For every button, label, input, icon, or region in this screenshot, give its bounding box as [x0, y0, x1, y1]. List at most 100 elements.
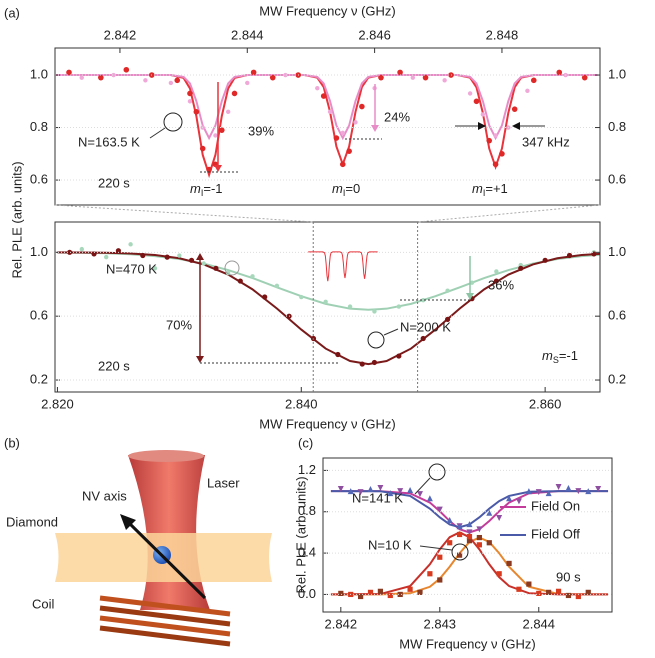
data-point — [165, 255, 170, 260]
data-point — [378, 75, 384, 81]
data-point — [556, 484, 562, 490]
y-axis-label: Rel. PLE (arb. units) — [293, 476, 308, 593]
annotation: N=470 K — [106, 261, 157, 276]
data-point — [346, 148, 352, 154]
data-point — [566, 593, 571, 598]
annotation-part: m — [190, 181, 201, 196]
data-point — [556, 70, 562, 76]
data-point — [437, 555, 442, 560]
x-tick-label: 2.843 — [424, 616, 457, 631]
data-point — [104, 255, 108, 259]
panel-label: (c) — [298, 435, 313, 450]
x-tick-label: 2.842 — [325, 616, 358, 631]
data-point — [334, 135, 340, 141]
data-point — [188, 99, 192, 103]
illustration-label: NV axis — [82, 488, 127, 503]
y-axis-label: Rel. PLE (arb. units) — [9, 161, 24, 278]
x-tick-label: 2.820 — [41, 396, 74, 411]
data-point — [169, 81, 173, 85]
data-point — [372, 309, 376, 313]
annotation: 90 s — [556, 569, 581, 584]
data-point — [353, 120, 357, 124]
data-point — [213, 133, 217, 137]
data-point — [140, 253, 145, 258]
y-tick-label-right: 0.6 — [608, 308, 626, 323]
annotation: mI=0 — [332, 181, 360, 198]
data-point — [442, 78, 446, 82]
data-point — [80, 247, 84, 251]
annotation: mI=+1 — [472, 181, 508, 198]
arrow-head — [512, 122, 520, 130]
x-axis-label: MW Frequency ν (GHz) — [259, 3, 396, 18]
data-point — [536, 591, 541, 596]
data-point — [251, 70, 257, 76]
data-point — [427, 495, 433, 501]
data-point — [427, 571, 432, 576]
axes-frame — [55, 222, 600, 392]
annotation: N=141 K — [352, 490, 403, 505]
y-tick-label-right: 1.0 — [608, 244, 626, 259]
data-point — [270, 75, 276, 81]
arrow-head — [196, 356, 204, 363]
illustration: NV axis Laser Diamond Coil — [6, 450, 272, 644]
data-point — [323, 300, 327, 304]
data-point — [543, 258, 548, 263]
illustration-label: Diamond — [6, 514, 58, 529]
data-point — [397, 304, 401, 308]
annotation-part: =-1 — [559, 348, 578, 363]
data-point — [468, 91, 472, 95]
data-point — [262, 294, 267, 299]
x-axis-label: MW Frequency ν (GHz) — [259, 416, 396, 431]
x-tick-label: 2.844 — [231, 27, 264, 42]
data-point — [467, 534, 472, 539]
data-point — [477, 542, 482, 547]
data-point — [66, 70, 72, 76]
data-point — [497, 571, 502, 576]
data-point — [518, 266, 523, 271]
arrow-head — [196, 253, 204, 260]
data-point — [531, 77, 537, 83]
data-point — [445, 288, 449, 292]
zoom-connector — [55, 205, 313, 222]
annotation: 24% — [384, 109, 410, 124]
y-tick-label: 1.0 — [30, 66, 48, 81]
y-tick-label: 0.2 — [30, 371, 48, 386]
x-tick-label: 2.848 — [486, 27, 519, 42]
data-point — [493, 162, 499, 168]
annotation-part: m — [472, 181, 483, 196]
data-point — [128, 242, 132, 246]
data-point — [565, 485, 571, 491]
data-point — [481, 112, 485, 116]
data-point — [437, 577, 442, 582]
data-point — [359, 104, 365, 110]
annotation: 220 s — [98, 358, 130, 373]
guide — [150, 128, 165, 138]
data-point — [143, 78, 147, 82]
data-point — [486, 138, 492, 144]
data-point — [360, 361, 365, 366]
data-point — [457, 532, 462, 537]
annotation: N=163.5 K — [78, 134, 140, 149]
illustration-label: Coil — [32, 596, 55, 611]
x-axis-label: MW Frequency ν (GHz) — [399, 636, 536, 651]
x-tick-label: 2.846 — [358, 27, 391, 42]
marker-circle — [368, 332, 384, 348]
panel-label: (a) — [4, 5, 20, 20]
annotation: 347 kHz — [522, 134, 570, 149]
data-point — [250, 274, 254, 278]
x-tick-label: 2.844 — [522, 616, 555, 631]
y-tick-label: 1.2 — [298, 462, 316, 477]
data-point — [516, 587, 521, 592]
y-tick-label-right: 0.2 — [608, 371, 626, 386]
zoom-connector — [418, 205, 600, 222]
data-point — [423, 75, 429, 81]
legend-label: Field On — [531, 498, 580, 513]
data-point — [200, 146, 206, 152]
data-point — [338, 591, 343, 596]
y-tick-label-right: 1.0 — [608, 66, 626, 81]
annotation: mI=-1 — [190, 181, 223, 198]
annotation: 220 s — [98, 175, 130, 190]
data-point — [174, 77, 180, 83]
arrow-head — [214, 165, 222, 172]
data-point — [474, 98, 480, 104]
